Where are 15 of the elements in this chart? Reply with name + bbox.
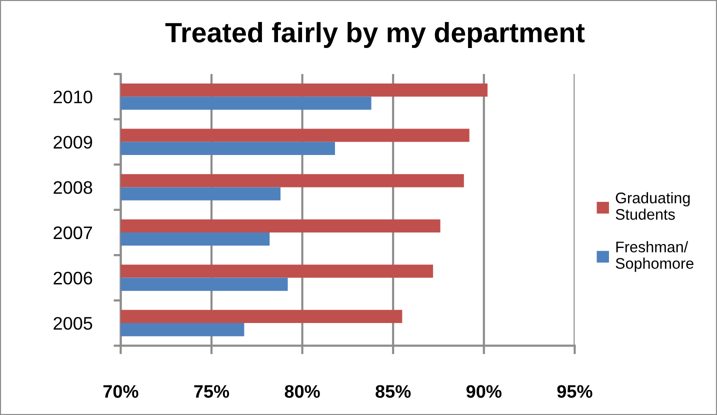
y-tick-label: 2006 <box>54 272 92 284</box>
x-tick-label: 75% <box>194 385 230 398</box>
x-tick-label: 90% <box>466 385 502 398</box>
x-tick-label: 85% <box>376 385 411 398</box>
chart-title: Treated fairly by my department <box>165 22 585 48</box>
y-tick-label: 2005 <box>54 316 92 330</box>
x-tick-label: 95% <box>557 385 592 398</box>
y-tick-label: 2007 <box>54 226 92 240</box>
y-tick-label: 2009 <box>54 136 92 149</box>
y-tick-label: 2008 <box>54 181 92 194</box>
x-tick-label: 70% <box>103 385 138 398</box>
legend-label: Graduating Students <box>616 192 690 220</box>
legend-label: Freshman/ Sophomore <box>616 241 694 272</box>
x-tick-label: 80% <box>284 385 320 398</box>
y-tick-label: 2010 <box>54 90 92 104</box>
